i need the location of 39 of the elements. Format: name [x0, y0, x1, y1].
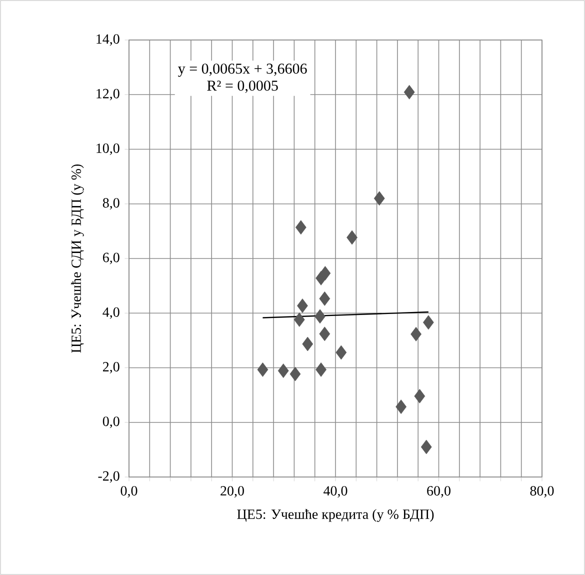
point	[314, 309, 326, 324]
point	[346, 230, 358, 245]
point	[319, 291, 330, 306]
point	[414, 388, 426, 404]
y-tick-label: 6,0	[102, 252, 120, 264]
annotation: R² = 0,0005	[207, 80, 278, 93]
point	[422, 315, 434, 330]
point	[404, 84, 415, 100]
point	[410, 326, 422, 342]
y-tick-label: -2,0	[98, 471, 120, 483]
x-axis-title: ЦЕ5: Учешће кредита (у % БДП)	[237, 509, 434, 522]
point	[297, 298, 308, 313]
x-tick-label: 60,0	[427, 486, 450, 498]
y-tick-label: 2,0	[102, 362, 120, 374]
point	[396, 400, 407, 414]
x-tick-label: 20,0	[220, 486, 244, 498]
point	[295, 220, 306, 235]
y-tick-label: 14,0	[96, 34, 120, 46]
x-tick-label: 40,0	[324, 486, 348, 498]
point	[302, 336, 314, 352]
y-tick-label: 12,0	[96, 88, 120, 100]
y-tick-label: 10,0	[96, 144, 120, 155]
point	[290, 366, 301, 382]
point	[278, 364, 289, 378]
point	[294, 312, 305, 327]
annotation: y = 0,0065x + 3,6606	[178, 64, 307, 77]
point	[257, 362, 268, 377]
point	[316, 362, 326, 377]
y-axis-title: ЦЕ5: Учешће СДИ у БДП (у %)	[71, 164, 84, 353]
y-tick-label: 8,0	[102, 198, 120, 210]
y-tick-label: 4,0	[102, 307, 120, 319]
point	[320, 266, 331, 280]
x-tick-label: 80,0	[530, 486, 554, 498]
point	[420, 440, 432, 454]
point	[319, 326, 330, 342]
point	[374, 191, 385, 206]
y-tick-label: 0,0	[102, 416, 120, 428]
x-tick-label: 0,0	[120, 486, 138, 498]
point	[336, 345, 347, 360]
